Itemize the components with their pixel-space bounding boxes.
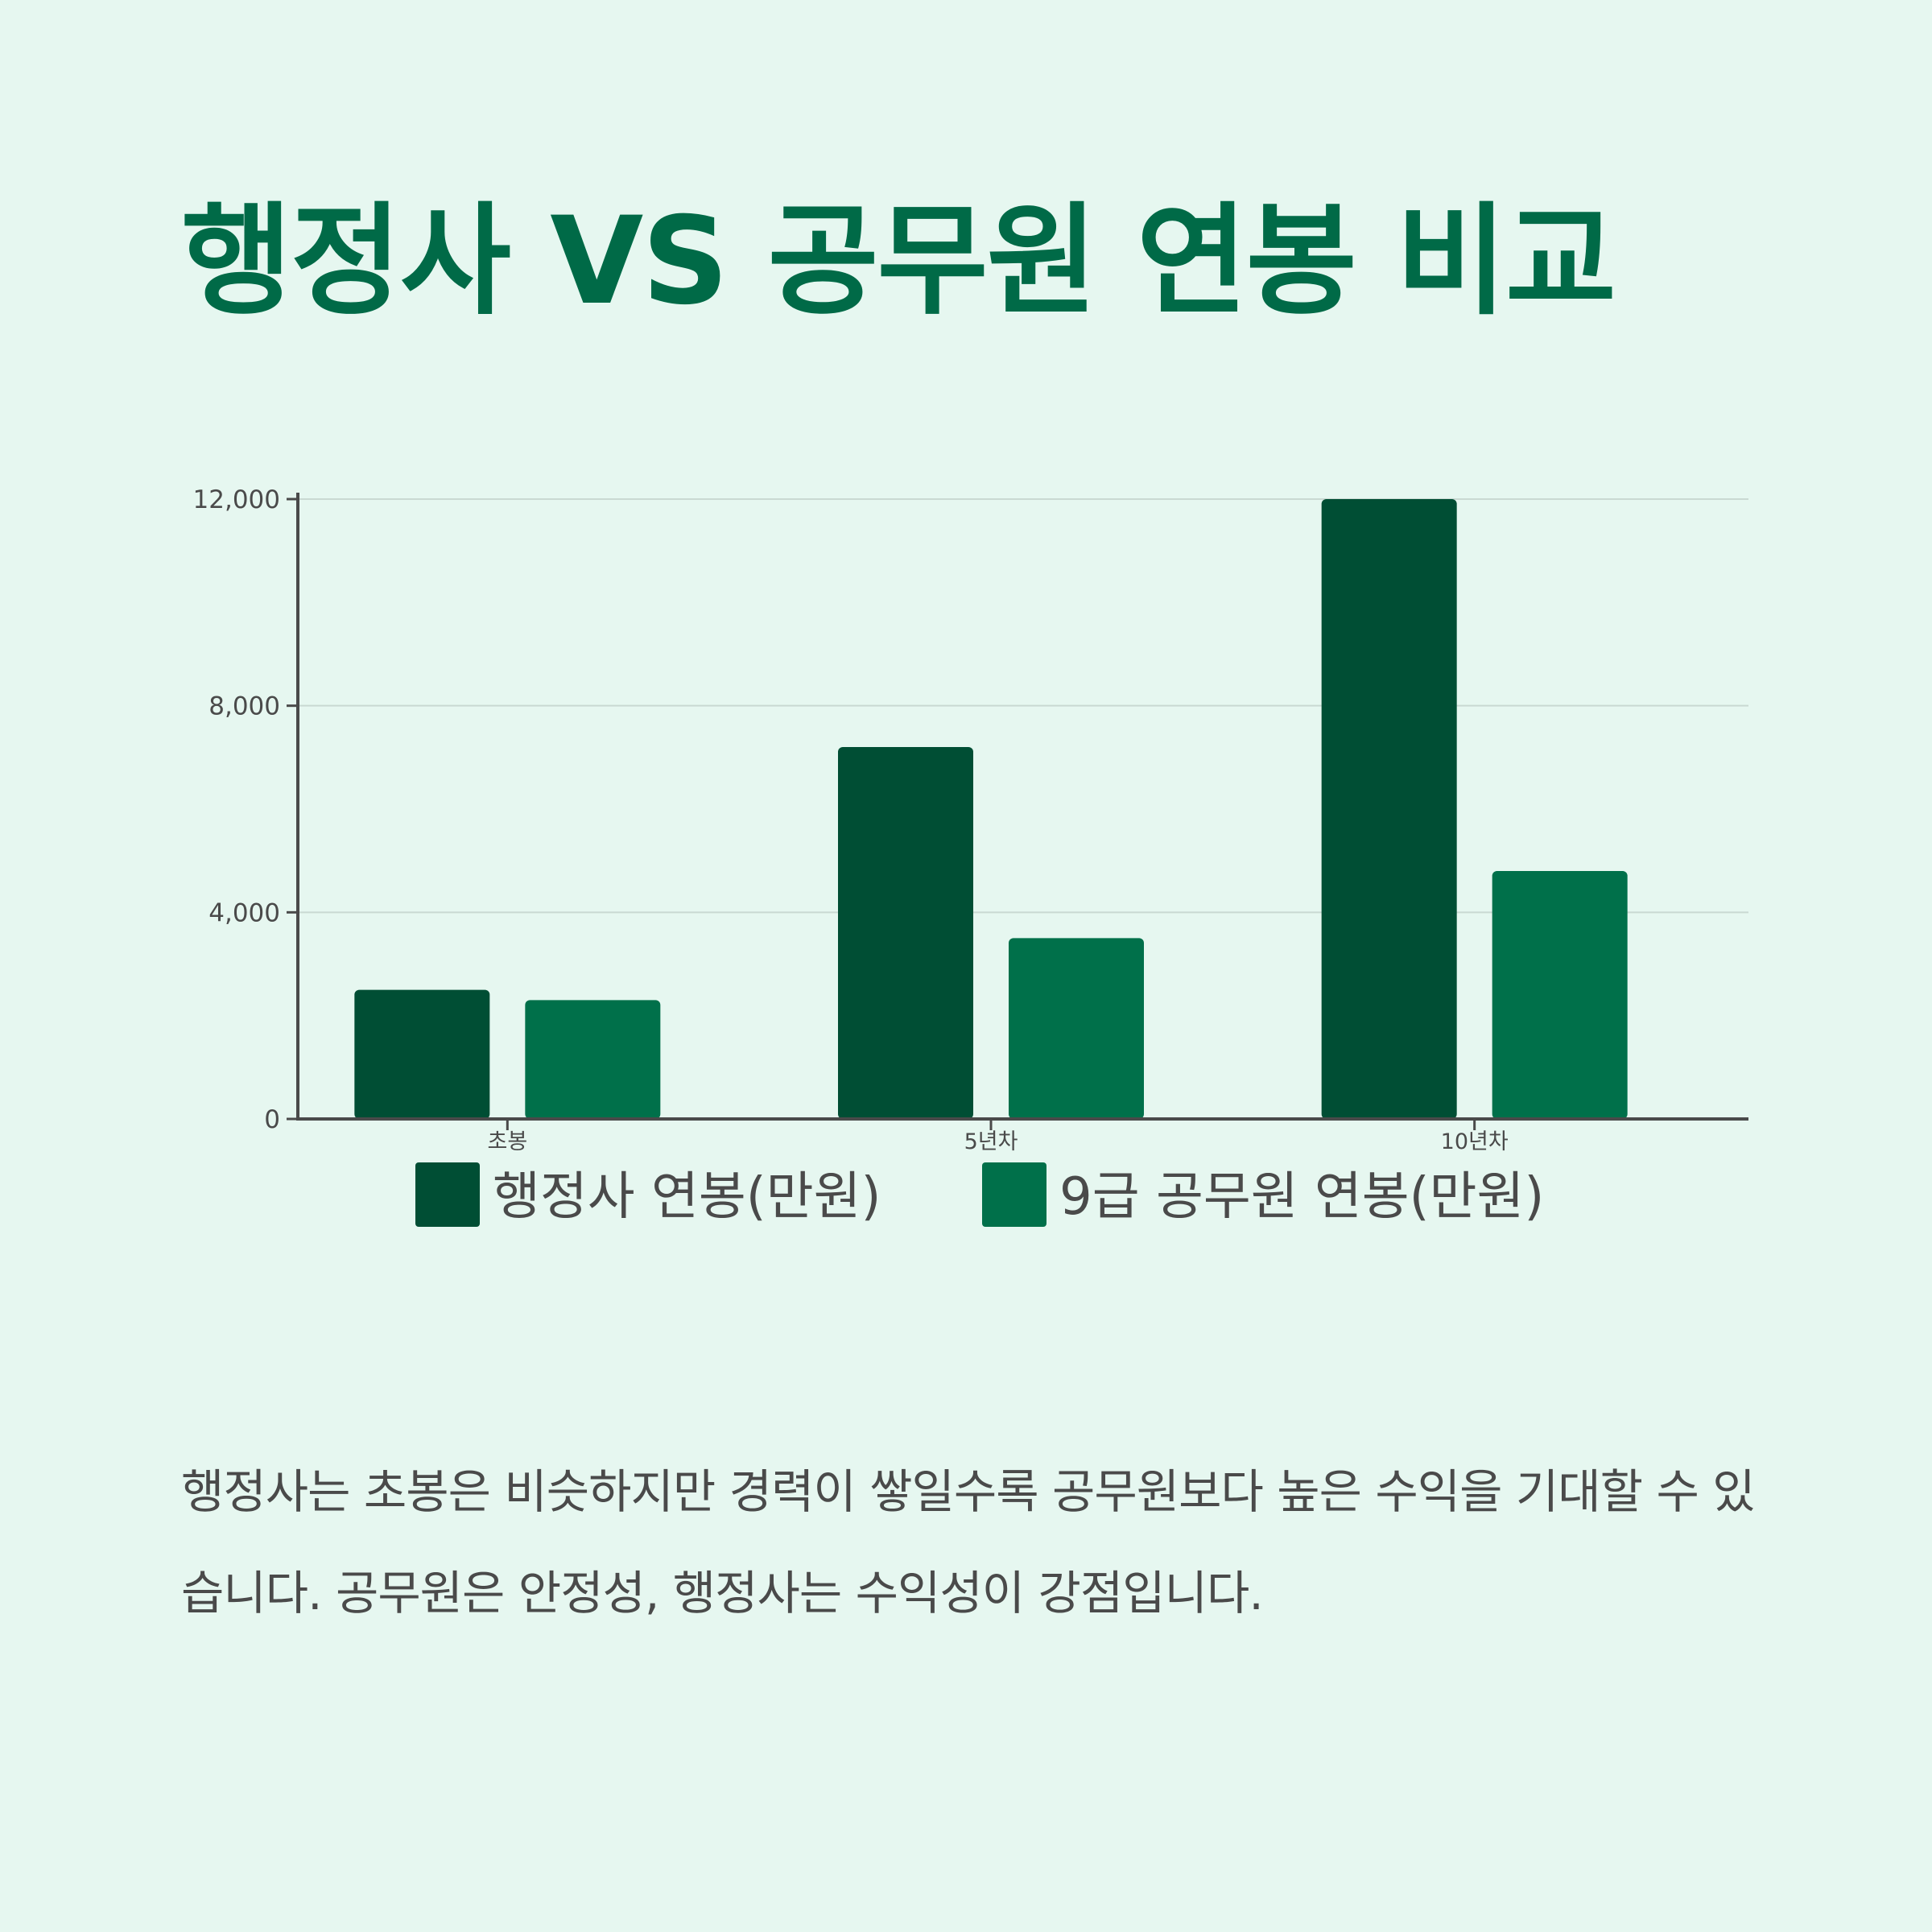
- x-axis-ticks: 초봉 5년차 10년차: [487, 1119, 1509, 1154]
- legend-label: 9급 공무원 연봉(만원): [1059, 1167, 1544, 1227]
- x-tick-label: 5년차: [964, 1129, 1018, 1154]
- x-tick-label: 초봉: [487, 1129, 527, 1154]
- bar-chart: 0 4,000 8,000 12,000 초봉 5년차 10년차 행정사 연봉(만원) 9급…: [193, 485, 1748, 1227]
- y-tick-label: 4,000: [208, 898, 280, 927]
- y-tick-label: 8,000: [208, 692, 280, 721]
- axes: [296, 493, 1748, 1121]
- y-tick-label: 12,000: [193, 485, 280, 514]
- description-text: 행정사는 초봉은 비슷하지만 경력이 쌓일수록 공무원보다 높은 수익을 기대할…: [181, 1464, 1756, 1620]
- legend-swatch: [415, 1162, 480, 1227]
- bar: [1321, 499, 1457, 1119]
- bars: [354, 499, 1628, 1119]
- y-axis-ticks: 0 4,000 8,000 12,000: [193, 485, 298, 1134]
- y-tick-label: 0: [264, 1105, 280, 1134]
- bar: [354, 989, 490, 1119]
- bar: [1492, 871, 1628, 1119]
- legend-label: 행정사 연봉(만원): [493, 1167, 881, 1227]
- gridlines: [298, 498, 1748, 914]
- bar: [1009, 938, 1144, 1119]
- legend: 행정사 연봉(만원) 9급 공무원 연봉(만원): [415, 1162, 1544, 1227]
- x-tick-label: 10년차: [1441, 1129, 1509, 1154]
- bar: [525, 1000, 661, 1119]
- bar: [838, 747, 973, 1119]
- page-title: 행정사 VS 공무원 연봉 비교: [181, 192, 1616, 332]
- legend-swatch: [982, 1162, 1046, 1227]
